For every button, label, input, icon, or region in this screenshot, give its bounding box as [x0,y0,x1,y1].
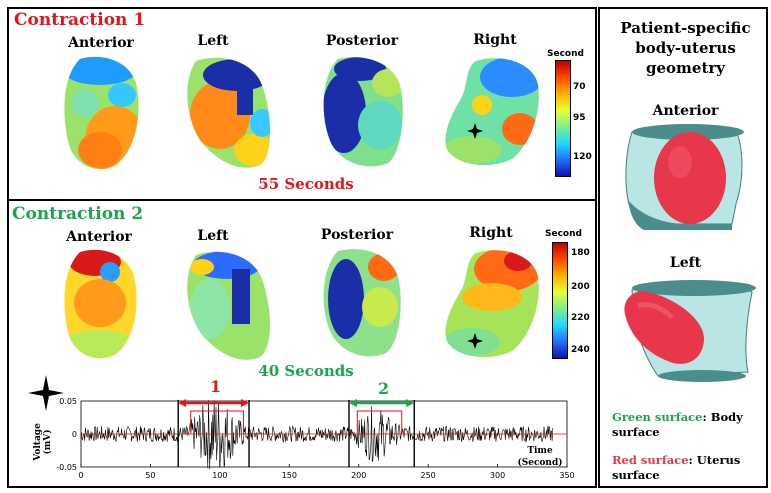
contraction1-arrow-head-left [178,399,187,407]
panel2-title: Contraction 2 [12,204,144,224]
contraction2-arrow-head-left [348,399,357,407]
side-view-left: Left [669,255,702,271]
panel1-colorbar-title: Second [547,49,584,59]
legend-red-text: : Uterus surface [612,453,741,482]
panel2-view-posterior: Posterior [320,227,394,243]
panel2-view-left: Left [197,228,229,244]
panel2-map-left [187,251,270,360]
side-title-line2: body-uterus [635,39,736,57]
panel1-map-left [187,57,270,168]
panel-divider [7,199,597,201]
panel1-title: Contraction 1 [14,10,146,30]
panel1-colorbar-tick-95: 95 [573,113,586,123]
panel1-view-posterior: Posterior [325,33,399,49]
panel1-map-posterior [323,57,403,167]
panel1-seconds: 55 Seconds [258,175,354,193]
signal-xlabel-line1: Time [527,446,553,456]
legend-green-text: : Body surface [612,410,743,439]
signal-xtick-200: 200 [351,471,366,480]
side-title-line3: geometry [646,59,725,77]
signal-ytick-0: 0.05 [59,397,77,406]
panel1-map-right [445,58,539,166]
panel2-view-right: Right [469,225,513,241]
signal-xlabel-line2: (Second) [517,457,562,468]
panel2-colorbar-tick-240: 240 [571,345,590,355]
panel2-map-anterior [64,249,137,359]
panel1-view-anterior: Anterior [68,35,134,51]
left-frame [7,7,597,488]
signal-xtick-250: 250 [421,471,436,480]
geometry-anterior [625,124,744,230]
panel1-colorbar-tick-70: 70 [573,82,586,92]
panel1-colorbar [555,60,571,177]
panel2-colorbar [552,242,568,359]
legend-green-key: Green surface [612,410,703,424]
side-view-anterior: Anterior [652,103,719,119]
signal-trace [80,400,554,470]
signal-xtick-300: 300 [490,471,505,480]
legend-green: Green surface: Body surface [612,410,767,440]
panel2-colorbar-tick-200: 200 [571,282,590,292]
panel1-map-anterior [64,56,139,170]
right-frame [598,7,768,488]
panel2-colorbar-title: Second [545,229,582,239]
legend-red-key: Red surface [612,453,689,467]
marker1-label: 1 [210,377,222,396]
panel2-map-posterior [323,249,401,357]
signal-xtick-350: 350 [559,471,574,480]
panel1-view-left: Left [197,33,229,49]
side-title: Patient-specific body-uterus geometry [604,18,767,78]
panel2-view-anterior: Anterior [66,229,132,245]
geometry-left [624,280,756,382]
signal-ytick-1: 0 [72,430,77,439]
burst-window-2 [356,410,403,434]
signal-xtick-0: 0 [78,471,83,480]
panel2-seconds: 40 Seconds [258,362,354,380]
panel1-colorbar-tick-120: 120 [573,152,592,162]
panel2-map-right [445,250,539,358]
side-title-line1: Patient-specific [620,19,751,37]
contraction1-arrow-head-right [241,399,250,407]
legend-red: Red surface: Uterus surface [612,453,767,483]
panel1-view-right: Right [473,32,517,48]
panel2-colorbar-tick-180: 180 [571,248,590,258]
signal-xtick-150: 150 [282,471,297,480]
signal-xtick-100: 100 [212,471,227,480]
panel2-colorbar-tick-220: 220 [571,313,590,323]
panel1-star-marker-icon [467,123,483,139]
signal-ytick-2: -0.05 [56,463,77,472]
signal-xtick-50: 50 [145,471,155,480]
panel2-star-marker-icon [467,333,483,349]
marker2-label: 2 [378,379,390,398]
burst-window-1 [190,410,244,434]
contraction2-arrow-head-right [406,399,415,407]
signal-star-icon [28,375,64,411]
